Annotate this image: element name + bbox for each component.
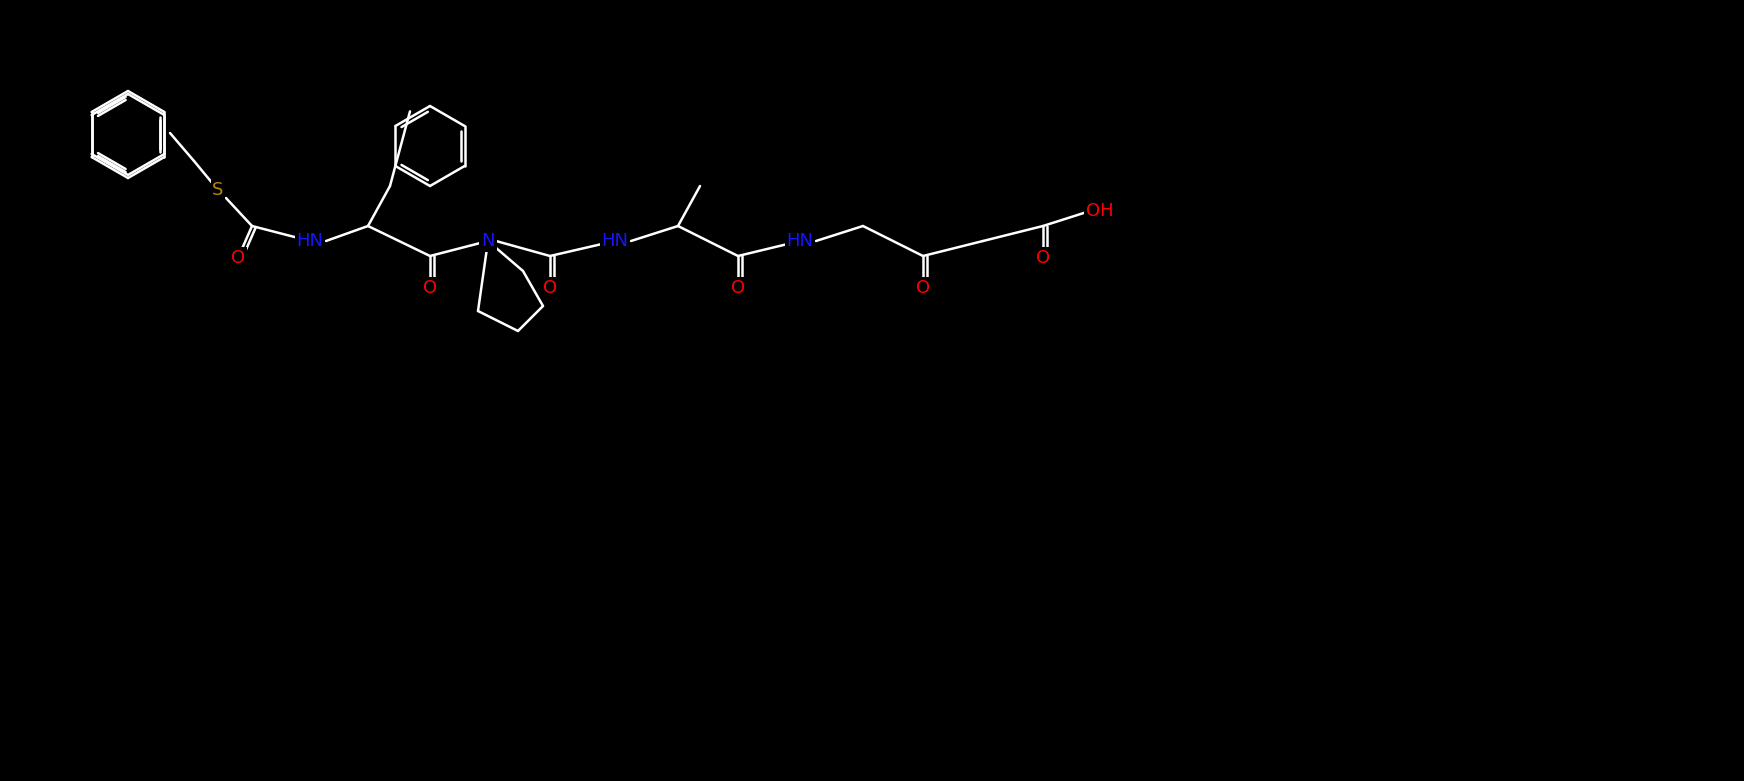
Text: O: O [916, 279, 930, 297]
Text: N: N [481, 232, 495, 250]
Text: O: O [731, 279, 745, 297]
Text: S: S [213, 181, 223, 199]
Text: O: O [542, 279, 556, 297]
Text: O: O [424, 279, 438, 297]
Text: OH: OH [1087, 202, 1114, 220]
Text: O: O [1036, 249, 1050, 267]
Text: HN: HN [296, 232, 323, 250]
Text: HN: HN [787, 232, 813, 250]
Text: HN: HN [602, 232, 628, 250]
Text: O: O [230, 249, 246, 267]
